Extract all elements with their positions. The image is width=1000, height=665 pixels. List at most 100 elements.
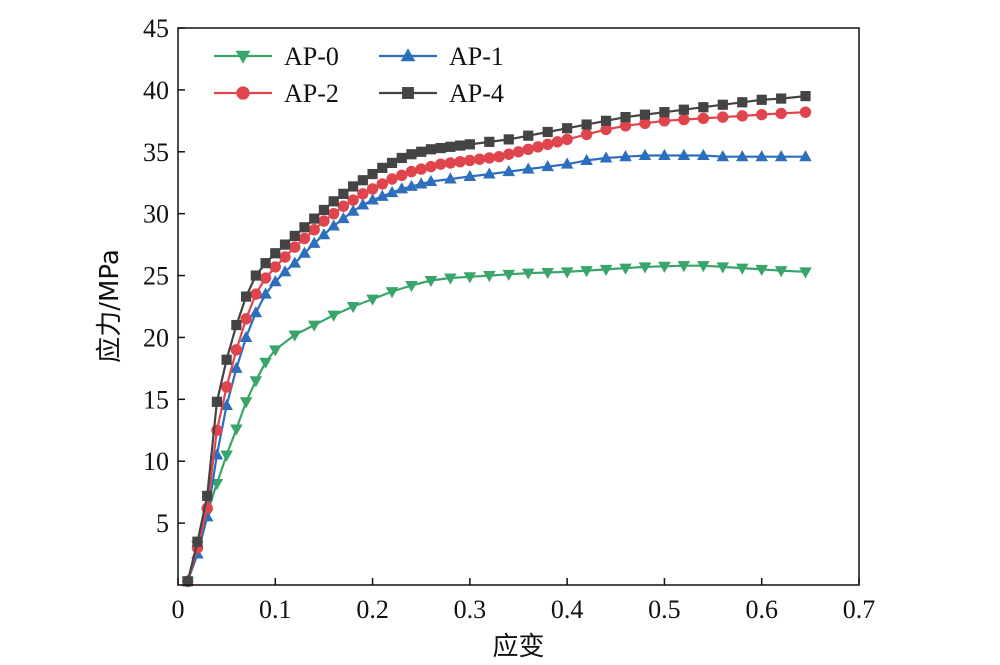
data-point-ap-1 bbox=[395, 182, 409, 194]
data-point-ap-0 bbox=[405, 280, 418, 293]
data-point-ap-0 bbox=[638, 262, 652, 274]
series-ap-2 bbox=[182, 106, 812, 587]
data-point-ap-2 bbox=[269, 261, 281, 273]
series-ap-4 bbox=[182, 90, 811, 587]
x-tick-label: 0.3 bbox=[454, 595, 487, 624]
data-point-ap-4 bbox=[396, 152, 407, 164]
legend-marker bbox=[400, 48, 416, 62]
data-point-ap-2 bbox=[366, 183, 379, 195]
data-point-ap-2 bbox=[799, 106, 812, 118]
data-point-ap-4 bbox=[289, 230, 300, 242]
data-point-ap-2 bbox=[551, 136, 564, 148]
x-tick-label: 0.6 bbox=[745, 595, 778, 624]
data-point-ap-0 bbox=[424, 276, 438, 288]
data-point-ap-1 bbox=[356, 198, 370, 210]
data-point-ap-4 bbox=[202, 490, 213, 501]
x-axis-title: 应变 bbox=[492, 632, 544, 662]
data-point-ap-2 bbox=[308, 224, 320, 236]
data-point-ap-1 bbox=[735, 150, 749, 162]
data-point-ap-2 bbox=[639, 117, 651, 130]
data-point-ap-2 bbox=[600, 123, 612, 136]
data-point-ap-4 bbox=[386, 157, 398, 169]
data-point-ap-2 bbox=[415, 163, 427, 175]
series-line-ap-1 bbox=[186, 154, 806, 582]
data-point-ap-1 bbox=[599, 151, 613, 163]
data-point-ap-2 bbox=[580, 128, 593, 141]
data-point-ap-4 bbox=[250, 270, 261, 281]
data-point-ap-2 bbox=[405, 165, 418, 178]
x-tick-label: 0.1 bbox=[259, 595, 292, 624]
data-point-ap-0 bbox=[541, 267, 554, 280]
data-point-ap-1 bbox=[376, 189, 389, 201]
data-point-ap-0 bbox=[327, 310, 340, 322]
data-point-ap-4 bbox=[425, 144, 437, 155]
data-point-ap-0 bbox=[599, 264, 613, 276]
data-point-ap-2 bbox=[425, 160, 437, 173]
data-point-ap-0 bbox=[658, 261, 671, 273]
y-tick-label: 15 bbox=[143, 385, 169, 414]
data-point-ap-4 bbox=[318, 204, 330, 216]
data-point-ap-1 bbox=[385, 186, 399, 198]
data-point-ap-1 bbox=[298, 246, 311, 258]
y-axis-title: 应力/MPa bbox=[95, 249, 125, 363]
y-tick-label: 30 bbox=[143, 200, 169, 229]
data-point-ap-2 bbox=[717, 111, 729, 123]
data-point-ap-4 bbox=[211, 396, 223, 407]
data-point-ap-2 bbox=[396, 169, 408, 181]
data-point-ap-1 bbox=[268, 275, 282, 287]
data-point-ap-2 bbox=[464, 154, 476, 167]
data-point-ap-0 bbox=[288, 330, 302, 342]
data-point-ap-1 bbox=[278, 265, 292, 277]
data-point-ap-2 bbox=[678, 113, 690, 126]
data-point-ap-1 bbox=[502, 164, 516, 177]
y-tick-label: 5 bbox=[156, 509, 169, 538]
legend-label: AP-4 bbox=[449, 79, 504, 108]
data-point-ap-4 bbox=[192, 536, 203, 547]
x-tick-label: 0.7 bbox=[843, 595, 876, 624]
data-point-ap-4 bbox=[620, 112, 631, 123]
y-tick-label: 40 bbox=[143, 76, 169, 105]
series-ap-1 bbox=[181, 148, 812, 586]
data-point-ap-4 bbox=[445, 141, 456, 152]
series-ap-0 bbox=[181, 261, 812, 588]
data-point-ap-4 bbox=[309, 213, 320, 224]
y-tick-label: 25 bbox=[143, 262, 169, 291]
data-point-ap-0 bbox=[230, 424, 243, 436]
data-point-ap-1 bbox=[463, 169, 477, 182]
data-point-ap-2 bbox=[279, 251, 291, 263]
legend-label: AP-0 bbox=[284, 42, 339, 71]
legend-entry-ap-4: AP-4 bbox=[379, 79, 504, 108]
data-point-ap-4 bbox=[659, 107, 670, 118]
data-point-ap-4 bbox=[348, 181, 359, 192]
data-point-ap-2 bbox=[289, 241, 301, 253]
y-tick-label: 10 bbox=[143, 447, 169, 476]
data-point-ap-2 bbox=[483, 152, 496, 164]
data-point-ap-1 bbox=[249, 306, 263, 318]
y-tick-label: 35 bbox=[143, 138, 169, 167]
x-tick-label: 0.4 bbox=[551, 595, 584, 624]
data-point-ap-1 bbox=[619, 150, 632, 162]
data-point-ap-2 bbox=[736, 110, 748, 122]
data-point-ap-2 bbox=[298, 232, 311, 245]
data-point-ap-4 bbox=[464, 139, 475, 150]
data-point-ap-4 bbox=[455, 140, 466, 151]
data-point-ap-2 bbox=[473, 153, 486, 165]
data-point-ap-4 bbox=[279, 239, 291, 250]
data-point-ap-4 bbox=[182, 576, 193, 587]
y-tick-label: 20 bbox=[143, 323, 169, 352]
data-point-ap-4 bbox=[484, 136, 495, 147]
data-point-ap-4 bbox=[800, 90, 811, 102]
legend-entry-ap-1: AP-1 bbox=[379, 42, 504, 71]
legend-label: AP-1 bbox=[449, 42, 504, 71]
data-point-ap-2 bbox=[434, 158, 447, 170]
data-point-ap-2 bbox=[327, 207, 340, 220]
data-point-ap-2 bbox=[541, 138, 554, 151]
data-point-ap-4 bbox=[231, 319, 242, 331]
data-point-ap-4 bbox=[503, 134, 514, 145]
data-point-ap-1 bbox=[424, 174, 438, 186]
data-point-ap-1 bbox=[327, 219, 340, 231]
data-point-ap-2 bbox=[347, 194, 359, 206]
data-point-ap-2 bbox=[376, 178, 388, 190]
data-point-ap-2 bbox=[454, 155, 466, 168]
